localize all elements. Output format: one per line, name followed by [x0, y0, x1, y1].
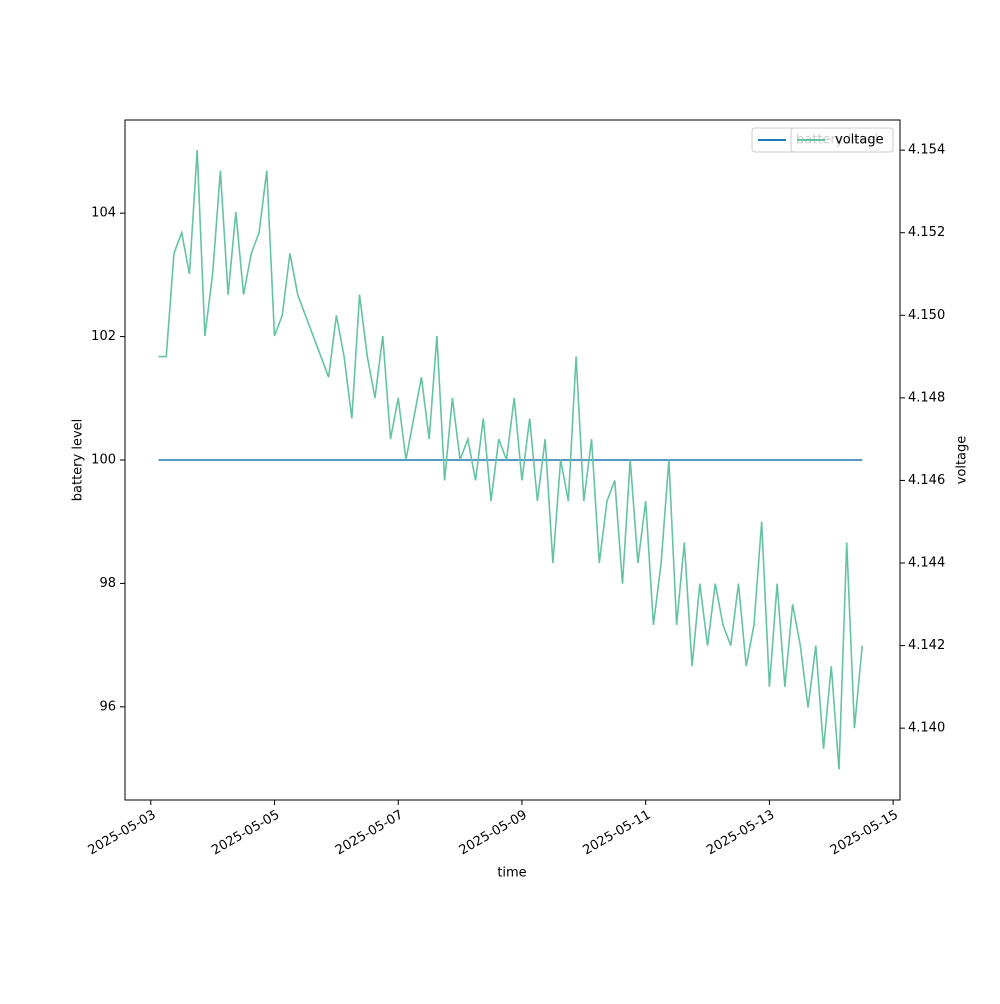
x-tick-label: 2025-05-15 — [828, 808, 901, 859]
y2-tick-label: 4.140 — [908, 721, 945, 736]
y-tick-label: 100 — [91, 453, 116, 468]
y2-tick-label: 4.146 — [908, 473, 945, 488]
x-tick-label: 2025-05-13 — [704, 808, 777, 859]
y-tick-label: 104 — [91, 206, 116, 221]
y2-tick-label: 4.142 — [908, 638, 945, 653]
y-tick-label: 96 — [99, 699, 116, 714]
x-tick-label: 2025-05-07 — [333, 808, 406, 859]
y2-tick-label: 4.144 — [908, 556, 945, 571]
y2-axis-label: voltage — [955, 436, 970, 485]
x-tick-label: 2025-05-09 — [457, 808, 530, 859]
y-axis-label: battery level — [71, 419, 86, 502]
x-tick-label: 2025-05-11 — [580, 808, 653, 859]
legend-frame — [790, 127, 894, 153]
x-tick-label: 2025-05-05 — [209, 808, 282, 859]
y-tick-label: 98 — [99, 576, 116, 591]
legend-label: voltage — [835, 133, 884, 148]
y2-tick-label: 4.150 — [908, 308, 945, 323]
y2-tick-label: 4.154 — [908, 143, 945, 158]
y-tick-label: 102 — [91, 329, 116, 344]
legend: voltage — [790, 127, 894, 153]
x-tick-label: 2025-05-03 — [86, 808, 159, 859]
x-axis-label: time — [497, 866, 526, 881]
y2-tick-label: 4.152 — [908, 225, 945, 240]
data-line — [158, 150, 863, 770]
y2-tick-label: 4.148 — [908, 390, 945, 405]
